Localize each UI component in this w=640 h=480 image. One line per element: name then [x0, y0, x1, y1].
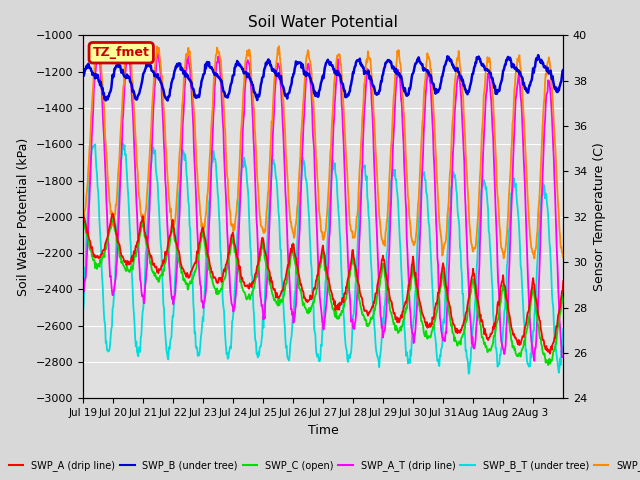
Text: TZ_fmet: TZ_fmet [93, 46, 150, 59]
Title: Soil Water Potential: Soil Water Potential [248, 15, 398, 30]
X-axis label: Time: Time [308, 424, 339, 437]
Legend: SWP_A (drip line), SWP_B (under tree), SWP_C (open), SWP_A_T (drip line), SWP_B_: SWP_A (drip line), SWP_B (under tree), S… [5, 456, 640, 475]
Y-axis label: Sensor Temperature (C): Sensor Temperature (C) [593, 143, 605, 291]
Y-axis label: Soil Water Potential (kPa): Soil Water Potential (kPa) [17, 138, 30, 296]
